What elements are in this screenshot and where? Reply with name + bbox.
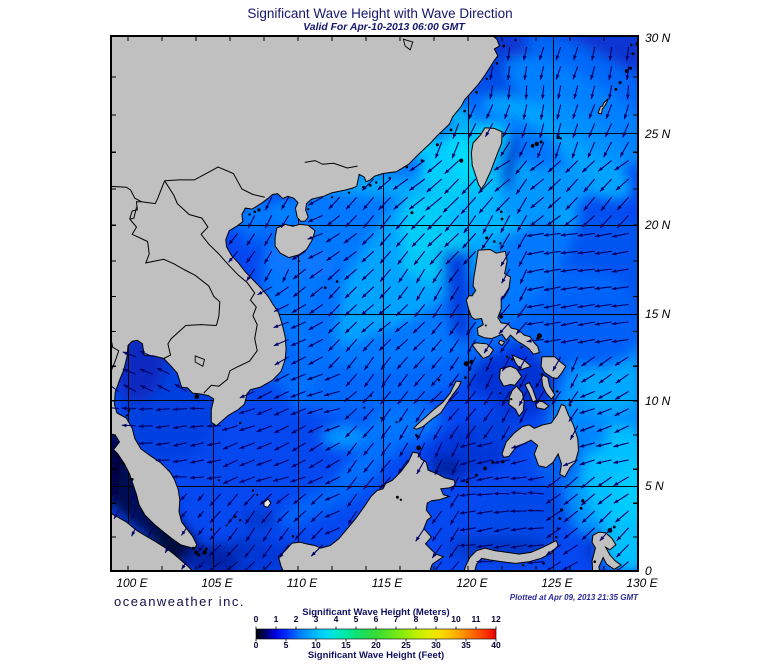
svg-text:125 E: 125 E — [541, 576, 573, 590]
svg-text:0: 0 — [254, 640, 259, 650]
svg-text:0: 0 — [645, 564, 652, 578]
svg-text:35: 35 — [461, 640, 471, 650]
svg-text:11: 11 — [472, 614, 481, 624]
svg-text:8: 8 — [414, 614, 419, 624]
svg-text:Significant Wave Height (Feet): Significant Wave Height (Feet) — [308, 650, 444, 661]
svg-text:0: 0 — [254, 614, 259, 624]
svg-text:2: 2 — [294, 614, 299, 624]
svg-text:6: 6 — [374, 614, 379, 624]
svg-text:9: 9 — [434, 614, 439, 624]
svg-text:110 E: 110 E — [287, 576, 318, 590]
svg-text:3: 3 — [314, 614, 319, 624]
svg-text:1: 1 — [274, 614, 279, 624]
svg-text:30 N: 30 N — [645, 31, 671, 45]
svg-text:Significant Wave Height (Meter: Significant Wave Height (Meters) — [302, 607, 449, 618]
svg-text:Significant Wave Height with W: Significant Wave Height with Wave Direct… — [247, 6, 512, 21]
svg-text:Valid For Apr-10-2013 06:00 GM: Valid For Apr-10-2013 06:00 GMT — [303, 22, 466, 33]
svg-text:25 N: 25 N — [644, 127, 671, 141]
svg-text:7: 7 — [394, 614, 399, 624]
svg-text:20 N: 20 N — [644, 218, 671, 232]
svg-text:15 N: 15 N — [645, 307, 671, 321]
svg-text:4: 4 — [334, 614, 339, 624]
svg-text:10: 10 — [451, 614, 461, 624]
svg-text:20: 20 — [371, 640, 381, 650]
svg-text:15: 15 — [341, 640, 351, 650]
svg-text:120 E: 120 E — [456, 576, 488, 590]
svg-text:105 E: 105 E — [201, 576, 233, 590]
svg-text:115 E: 115 E — [372, 576, 403, 590]
svg-text:100 E: 100 E — [116, 576, 148, 590]
svg-text:130 E: 130 E — [626, 576, 658, 590]
svg-text:30: 30 — [431, 640, 441, 650]
svg-text:12: 12 — [491, 614, 501, 624]
svg-text:10 N: 10 N — [645, 394, 671, 408]
svg-text:25: 25 — [401, 640, 411, 650]
svg-text:5: 5 — [284, 640, 289, 650]
svg-text:5: 5 — [354, 614, 359, 624]
svg-text:Plotted at Apr 09, 2013 21:35: Plotted at Apr 09, 2013 21:35 GMT — [510, 593, 639, 602]
svg-text:10: 10 — [311, 640, 321, 650]
svg-text:oceanweather inc.: oceanweather inc. — [114, 594, 245, 609]
svg-text:40: 40 — [491, 640, 501, 650]
svg-text:5 N: 5 N — [645, 479, 664, 493]
